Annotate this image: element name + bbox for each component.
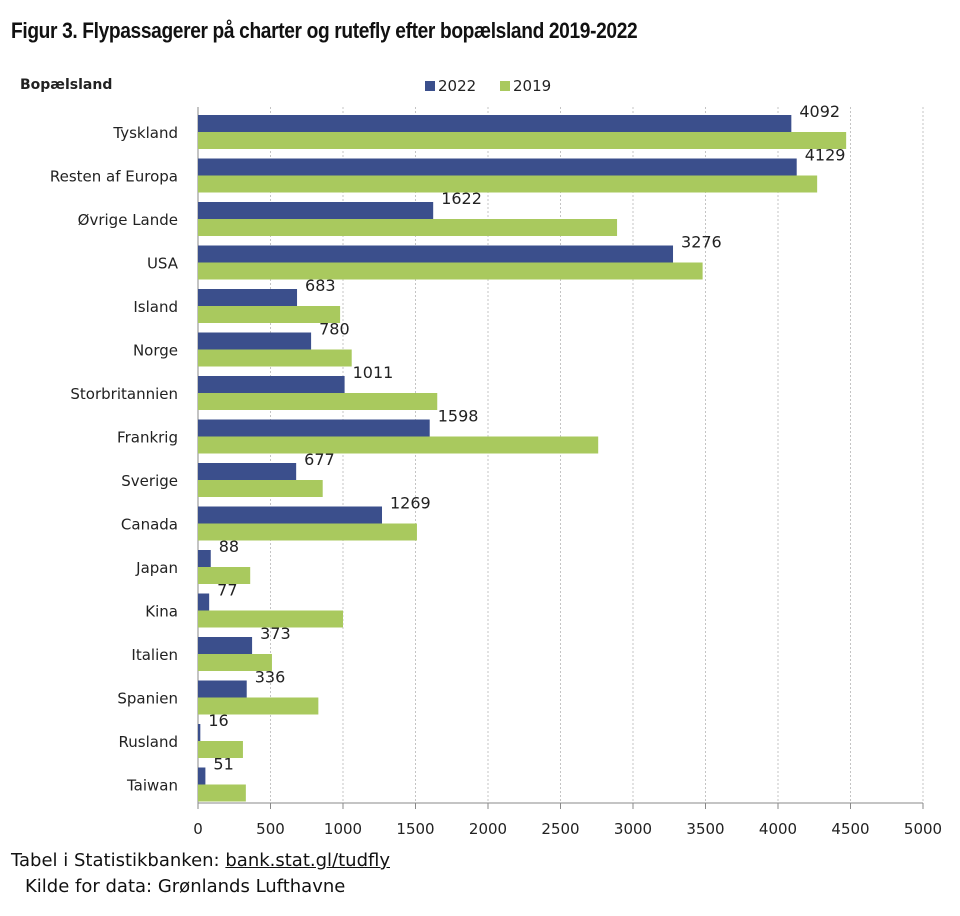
table-source-label: Tabel i Statistikbanken: — [11, 850, 220, 871]
category-label: USA — [147, 255, 179, 273]
bar-2019 — [198, 480, 323, 497]
data-label-2022: 16 — [208, 711, 228, 730]
x-tick-label: 4500 — [831, 820, 869, 838]
x-tick-label: 500 — [256, 820, 285, 838]
category-label: Øvrige Lande — [78, 211, 178, 229]
bar-2022 — [198, 550, 211, 567]
bar-2019 — [198, 654, 272, 671]
data-label-2022: 683 — [305, 276, 336, 295]
data-label-2022: 88 — [219, 537, 239, 556]
bar-2022 — [198, 724, 201, 741]
bar-2022 — [198, 289, 298, 306]
category-label: Norge — [133, 342, 178, 360]
bar-2022 — [198, 680, 247, 698]
bar-2019 — [198, 567, 251, 584]
x-tick-label: 5000 — [904, 820, 942, 838]
x-tick-label: 4000 — [759, 820, 797, 838]
category-label: Taiwan — [126, 777, 178, 795]
bar-2019 — [198, 219, 618, 236]
y-axis-title: Bopælsland — [20, 77, 112, 93]
x-tick-label: 1000 — [324, 820, 362, 838]
data-label-2022: 1622 — [441, 189, 482, 208]
bar-2022 — [198, 419, 430, 437]
bar-2019 — [198, 349, 352, 367]
bar-2022 — [198, 158, 797, 176]
bar-2019 — [198, 523, 417, 541]
bar-2019 — [198, 393, 438, 410]
category-label: Canada — [121, 516, 178, 534]
x-tick-label: 0 — [193, 820, 203, 838]
category-label: Tyskland — [112, 124, 178, 142]
category-label: Kina — [145, 603, 178, 621]
bar-2022 — [198, 115, 792, 132]
bar-2019 — [198, 697, 319, 715]
bar-2019 — [198, 610, 343, 628]
x-tick-label: 3000 — [614, 820, 652, 838]
bar-2022 — [198, 245, 674, 263]
legend-label-2019: 2019 — [513, 77, 551, 95]
bar-2022 — [198, 463, 297, 480]
legend-label-2022: 2022 — [438, 77, 476, 95]
x-tick-label: 3500 — [686, 820, 724, 838]
data-source-line: Kilde for data: Grønlands Lufthavne — [25, 876, 346, 897]
bar-2022 — [198, 506, 383, 524]
category-label: Storbritannien — [70, 385, 178, 403]
legend-swatch-2019 — [500, 81, 510, 91]
data-label-2022: 4092 — [799, 102, 840, 121]
data-label-2022: 1269 — [390, 494, 431, 513]
bar-2019 — [198, 262, 703, 280]
data-label-2022: 1598 — [438, 407, 479, 426]
bar-2022 — [198, 593, 210, 611]
legend-swatch-2022 — [425, 81, 435, 91]
category-label: Island — [133, 298, 178, 316]
bar-2019 — [198, 741, 243, 758]
chart-title: Figur 3. Flypassagerer på charter og rut… — [11, 18, 638, 43]
category-label: Spanien — [117, 690, 178, 708]
data-label-2022: 1011 — [353, 363, 394, 382]
bar-2019 — [198, 784, 246, 802]
x-tick-label: 1500 — [396, 820, 434, 838]
data-label-2022: 51 — [213, 755, 233, 774]
bar-2019 — [198, 436, 599, 454]
bar-2022 — [198, 202, 434, 219]
category-label: Rusland — [119, 733, 178, 751]
data-label-2022: 780 — [319, 320, 350, 339]
bar-2022 — [198, 637, 253, 654]
category-label: Frankrig — [117, 429, 178, 447]
data-label-2022: 3276 — [681, 233, 722, 252]
category-label: Italien — [131, 646, 178, 664]
data-label-2022: 4129 — [805, 146, 846, 165]
statistikbanken-link[interactable]: bank.stat.gl/tudfly — [225, 850, 390, 871]
category-label: Japan — [135, 559, 178, 577]
data-label-2022: 336 — [255, 668, 286, 687]
table-source-line: Tabel i Statistikbanken: bank.stat.gl/tu… — [11, 850, 390, 871]
bar-2019 — [198, 132, 847, 149]
bar-2022 — [198, 767, 206, 785]
x-tick-label: 2000 — [469, 820, 507, 838]
bar-2019 — [198, 175, 818, 193]
bar-2022 — [198, 376, 345, 393]
bar-2019 — [198, 306, 341, 323]
category-label: Resten af Europa — [50, 168, 178, 186]
category-label: Sverige — [121, 472, 178, 490]
x-tick-label: 2500 — [541, 820, 579, 838]
data-label-2022: 373 — [260, 624, 291, 643]
bar-chart: 0 500 1000 1500 2000 2500 3000 3500 4000 4500 5000… — [20, 77, 942, 838]
data-label-2022: 677 — [304, 450, 335, 469]
bar-2022 — [198, 332, 312, 350]
data-label-2022: 77 — [217, 581, 237, 600]
